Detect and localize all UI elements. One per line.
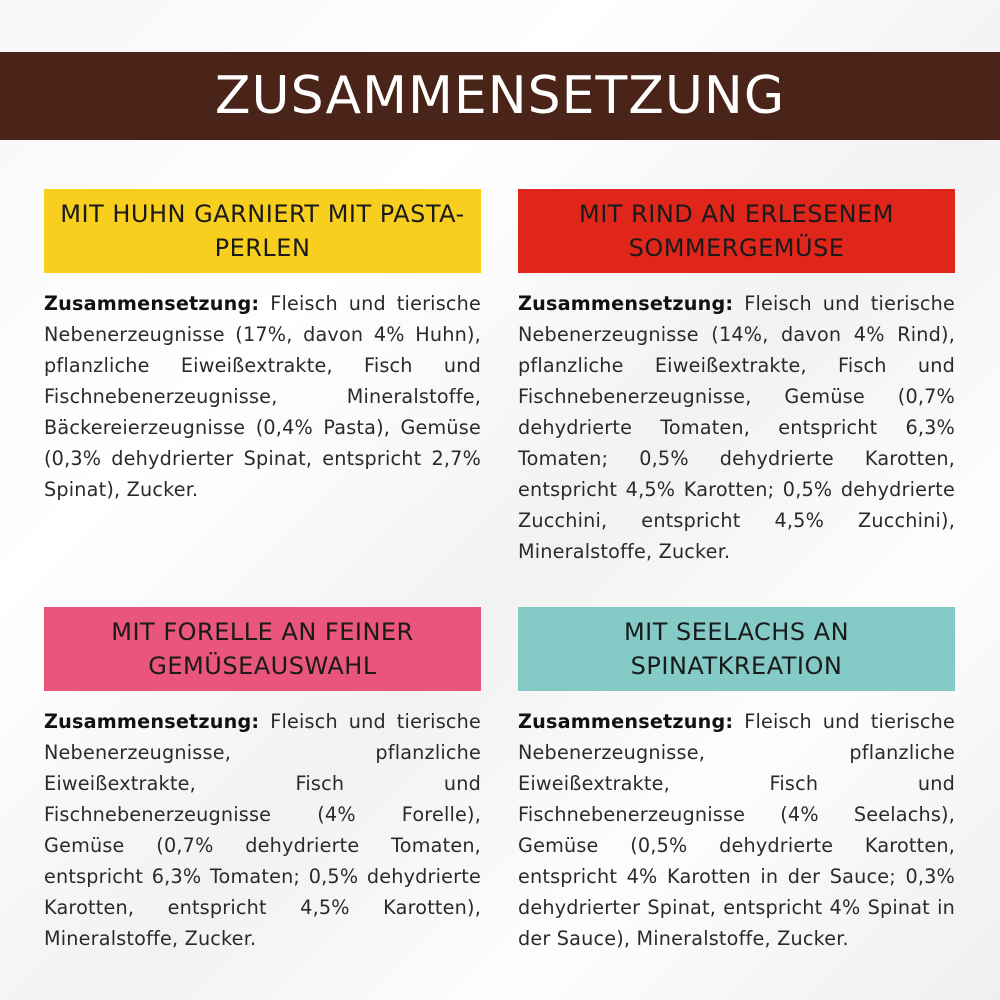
header-banner: ZUSAMMENSETZUNG (0, 52, 1000, 140)
ingredients-label: Zusammensetzung: (518, 710, 734, 733)
ingredients-label: Zusammensetzung: (44, 292, 260, 315)
recipe-card-seelachs: MIT SEELACHS AN SPINATKREATION Zusammens… (518, 607, 955, 954)
card-ingredients: Zusammensetzung: Fleisch und tierische N… (518, 288, 955, 567)
card-ingredients: Zusammensetzung: Fleisch und tierische N… (518, 706, 955, 954)
card-title: MIT RIND AN ERLESENEM SOMMERGEMÜSE (518, 189, 955, 273)
card-title: MIT HUHN GARNIERT MIT PASTA-PERLEN (44, 189, 481, 273)
ingredients-text: Fleisch und tierische Nebenerzeugnisse (… (518, 292, 955, 563)
ingredients-label: Zusammensetzung: (518, 292, 734, 315)
ingredients-text: Fleisch und tierische Nebenerzeugnisse (… (44, 292, 481, 501)
recipe-card-huhn: MIT HUHN GARNIERT MIT PASTA-PERLEN Zusam… (44, 189, 481, 505)
recipe-card-forelle: MIT FORELLE AN FEINER GEMÜSEAUSWAHL Zusa… (44, 607, 481, 954)
ingredients-text: Fleisch und tierische Nebenerzeugnisse, … (44, 710, 481, 950)
card-ingredients: Zusammensetzung: Fleisch und tierische N… (44, 288, 481, 505)
ingredients-text: Fleisch und tierische Nebenerzeugnisse, … (518, 710, 955, 950)
card-ingredients: Zusammensetzung: Fleisch und tierische N… (44, 706, 481, 954)
ingredients-label: Zusammensetzung: (44, 710, 260, 733)
page-title: ZUSAMMENSETZUNG (214, 66, 786, 126)
card-title: MIT FORELLE AN FEINER GEMÜSEAUSWAHL (44, 607, 481, 691)
card-title: MIT SEELACHS AN SPINATKREATION (518, 607, 955, 691)
recipe-card-rind: MIT RIND AN ERLESENEM SOMMERGEMÜSE Zusam… (518, 189, 955, 567)
